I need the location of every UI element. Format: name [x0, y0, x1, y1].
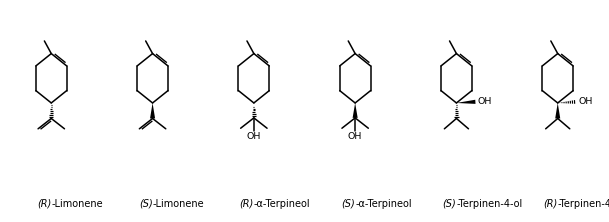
- Text: OH: OH: [477, 97, 491, 106]
- Text: -Terpinen-4-ol: -Terpinen-4-ol: [456, 199, 523, 209]
- Text: (S): (S): [443, 199, 456, 209]
- Polygon shape: [353, 103, 357, 118]
- Text: (R): (R): [543, 199, 558, 209]
- Text: -α-Terpineol: -α-Terpineol: [355, 199, 412, 209]
- Text: -Terpinen-4-ol: -Terpinen-4-ol: [558, 199, 609, 209]
- Text: OH: OH: [348, 132, 362, 141]
- Polygon shape: [150, 103, 155, 119]
- Text: (S): (S): [342, 199, 355, 209]
- Text: OH: OH: [247, 132, 261, 141]
- Polygon shape: [555, 103, 560, 119]
- Text: (R): (R): [239, 199, 254, 209]
- Text: OH: OH: [579, 97, 593, 106]
- Text: (R): (R): [37, 199, 51, 209]
- Text: -Limonene: -Limonene: [153, 199, 204, 209]
- Text: -Limonene: -Limonene: [51, 199, 103, 209]
- Text: -α-Terpineol: -α-Terpineol: [254, 199, 311, 209]
- Polygon shape: [456, 100, 476, 104]
- Text: (S): (S): [139, 199, 153, 209]
